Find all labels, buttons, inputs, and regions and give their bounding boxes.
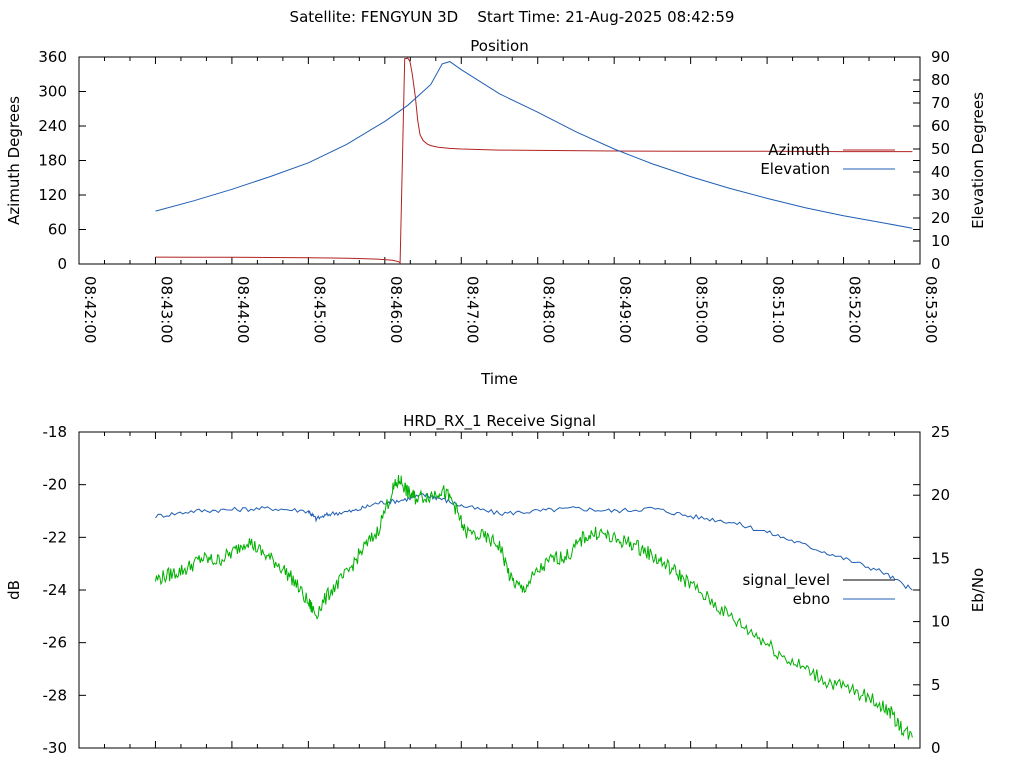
- chart-main-title: Satellite: FENGYUN 3D Start Time: 21-Aug…: [0, 8, 1024, 26]
- y2-tick-label: 30: [931, 186, 950, 204]
- y2-tick-label: 0: [931, 255, 941, 273]
- x-tick-label: 08:47:00: [463, 276, 481, 343]
- legend-label-Elevation: Elevation: [760, 160, 830, 178]
- y2-tick-label: 20: [931, 209, 950, 227]
- x-tick-label: 08:46:00: [387, 276, 405, 343]
- x-tick-label: 08:44:00: [234, 276, 252, 343]
- legend-label-Azimuth: Azimuth: [768, 141, 830, 159]
- y-tick-label: 180: [38, 152, 67, 170]
- chart-title-1: Position: [470, 37, 528, 55]
- y2-axis-label: Eb/No: [969, 568, 987, 612]
- series-line-Azimuth: [155, 57, 913, 264]
- y-tick-label: 360: [38, 48, 67, 66]
- x-tick-label: 08:51:00: [769, 276, 787, 343]
- y2-axis-label: Elevation Degrees: [969, 92, 987, 229]
- x-tick-label: 08:53:00: [922, 276, 940, 343]
- y2-tick-label: 0: [931, 739, 941, 757]
- x-tick-label: 08:48:00: [540, 276, 558, 343]
- start-time-label: Start Time: 21-Aug-2025 08:42:59: [477, 8, 735, 26]
- y-tick-label: -20: [43, 476, 68, 494]
- y-axis-label: Azimuth Degrees: [5, 96, 23, 225]
- y2-tick-label: 25: [931, 423, 950, 441]
- y2-tick-label: 40: [931, 163, 950, 181]
- y-tick-label: -30: [43, 739, 68, 757]
- series-line-trace-2: [155, 474, 913, 740]
- y-tick-label: 0: [57, 255, 67, 273]
- y2-tick-label: 15: [931, 549, 950, 567]
- y-tick-label: 120: [38, 186, 67, 204]
- x-tick-label: 08:50:00: [693, 276, 711, 343]
- y-tick-label: -28: [43, 686, 68, 704]
- y-tick-label: -18: [43, 423, 68, 441]
- legend-label-signal_level: signal_level: [742, 571, 830, 590]
- x-tick-label: 08:42:00: [81, 276, 99, 343]
- y-tick-label: 300: [38, 83, 67, 101]
- series-line-ebno: [155, 492, 913, 591]
- y-tick-label: 240: [38, 117, 67, 135]
- y2-tick-label: 80: [931, 71, 950, 89]
- x-tick-label: 08:43:00: [157, 276, 175, 343]
- y2-tick-label: 50: [931, 140, 950, 158]
- y2-tick-label: 60: [931, 117, 950, 135]
- y2-tick-label: 10: [931, 232, 950, 250]
- satellite-label: Satellite: FENGYUN 3D: [289, 8, 459, 26]
- y2-tick-label: 20: [931, 486, 950, 504]
- x-tick-label: 08:45:00: [310, 276, 328, 343]
- y2-tick-label: 90: [931, 48, 950, 66]
- y-axis-label: dB: [5, 580, 23, 600]
- x-tick-label: 08:49:00: [616, 276, 634, 343]
- y2-tick-label: 10: [931, 613, 950, 631]
- y-tick-label: -22: [43, 528, 68, 546]
- y2-tick-label: 5: [931, 676, 941, 694]
- x-axis-label: Time: [480, 370, 518, 388]
- y-tick-label: 60: [48, 221, 67, 239]
- legend-label-ebno: ebno: [793, 590, 830, 608]
- y2-tick-label: 70: [931, 94, 950, 112]
- series-line-Elevation: [155, 61, 913, 229]
- y-tick-label: -26: [43, 634, 68, 652]
- x-tick-label: 08:52:00: [846, 276, 864, 343]
- chart-title-2: HRD_RX_1 Receive Signal: [403, 412, 596, 431]
- y-tick-label: -24: [43, 581, 68, 599]
